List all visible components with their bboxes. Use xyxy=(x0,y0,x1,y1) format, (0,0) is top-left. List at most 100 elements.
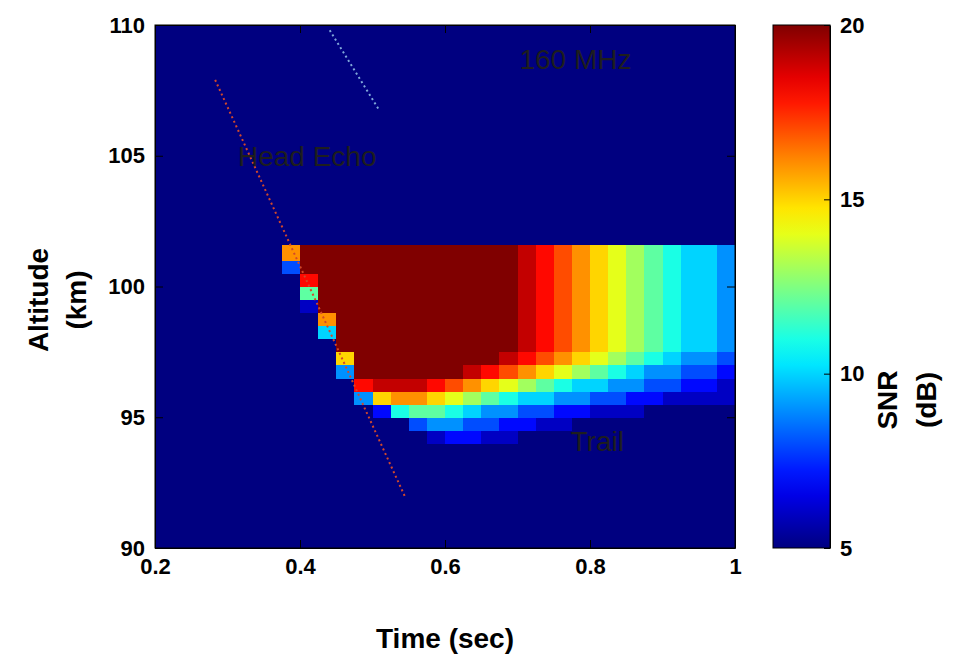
tick-label: 15 xyxy=(840,187,864,212)
heatmap-cell xyxy=(699,430,718,444)
tick-label: 10 xyxy=(840,361,864,386)
heatmap-cell xyxy=(554,470,573,548)
heatmap-cell xyxy=(191,245,210,261)
tick-label: 5 xyxy=(840,536,852,561)
annotation: 160 MHz xyxy=(519,44,631,75)
tick-label: 0.8 xyxy=(575,554,606,579)
tick: 90 xyxy=(121,536,163,561)
y-axis-title: Altitude xyxy=(23,248,54,352)
heatmap-cell xyxy=(626,273,645,287)
heatmap-cell xyxy=(463,287,482,301)
heatmap-cell xyxy=(608,326,627,340)
tick-label: 20 xyxy=(840,13,864,38)
heatmap-cell xyxy=(427,470,446,548)
heatmap-cell xyxy=(554,245,573,261)
heatmap-cell xyxy=(282,430,301,444)
tick-mark xyxy=(155,287,163,288)
heatmap-cell xyxy=(644,404,663,418)
heatmap-cell xyxy=(518,417,537,431)
heatmap-cell xyxy=(626,470,645,548)
heatmap-cell xyxy=(282,300,301,314)
heatmap-cell xyxy=(209,391,228,405)
heatmap-cell xyxy=(699,365,718,379)
heatmap-cell xyxy=(264,287,283,301)
heatmap-cell xyxy=(427,404,446,418)
heatmap-cell xyxy=(246,300,265,314)
heatmap-cell xyxy=(499,300,518,314)
heatmap-cell xyxy=(300,287,319,301)
heatmap-cell xyxy=(336,430,355,444)
heatmap-cell xyxy=(699,326,718,340)
heatmap-cell xyxy=(626,417,645,431)
heatmap-cell xyxy=(463,339,482,353)
heatmap-cell xyxy=(300,417,319,431)
tick xyxy=(727,548,735,549)
heatmap-cell xyxy=(590,339,609,353)
tick-label: 90 xyxy=(121,536,145,561)
heatmap-cell xyxy=(300,352,319,366)
heatmap-cell xyxy=(373,326,392,340)
head-echo-line xyxy=(330,30,379,108)
tick: 20 xyxy=(824,13,864,38)
heatmap-cell xyxy=(209,470,228,548)
heatmap-cell xyxy=(282,417,301,431)
heatmap-cell xyxy=(717,245,735,261)
heatmap-cell xyxy=(717,417,735,431)
heatmap-cell xyxy=(518,300,537,314)
heatmap-cell xyxy=(209,430,228,444)
heatmap-cell xyxy=(499,245,518,261)
heatmap-cell xyxy=(282,313,301,327)
heatmap-cell xyxy=(391,260,410,274)
heatmap-cell xyxy=(427,443,446,470)
tick xyxy=(727,156,735,157)
heatmap-cell xyxy=(427,313,446,327)
heatmap-cell xyxy=(409,417,428,431)
heatmap-cell xyxy=(518,391,537,405)
colorbar-title: (dB) xyxy=(911,372,942,428)
heatmap-cell xyxy=(536,287,555,301)
heatmap-cell xyxy=(536,326,555,340)
heatmap-cell xyxy=(155,313,174,327)
heatmap-cell xyxy=(427,326,446,340)
heatmap-cell xyxy=(717,287,735,301)
heatmap-cell xyxy=(590,352,609,366)
heatmap-cell xyxy=(608,352,627,366)
heatmap-cell xyxy=(318,260,337,274)
heatmap-cell xyxy=(681,391,700,405)
heatmap-cell xyxy=(717,300,735,314)
heatmap-cell xyxy=(228,339,247,353)
heatmap-cell xyxy=(572,365,591,379)
heatmap-cell xyxy=(155,365,174,379)
heatmap-cell xyxy=(518,260,537,274)
heatmap-cell xyxy=(554,378,573,392)
heatmap-cell xyxy=(463,378,482,392)
heatmap-cell xyxy=(445,245,464,261)
heatmap-cell xyxy=(499,430,518,444)
heatmap-cell xyxy=(644,443,663,470)
heatmap-cell xyxy=(626,365,645,379)
heatmap-cell xyxy=(608,300,627,314)
tick-mark xyxy=(155,156,163,157)
heatmap-cell xyxy=(681,260,700,274)
heatmap-cell xyxy=(699,287,718,301)
heatmap-cell xyxy=(481,245,500,261)
heatmap-cell xyxy=(481,391,500,405)
heatmap-cell xyxy=(354,443,373,470)
heatmap-cell xyxy=(391,417,410,431)
heatmap-cell xyxy=(681,365,700,379)
heatmap-cell xyxy=(173,378,192,392)
heatmap-cell xyxy=(536,260,555,274)
heatmap-cell xyxy=(499,25,518,245)
heatmap-cell xyxy=(228,391,247,405)
heatmap-cell xyxy=(191,287,210,301)
heatmap-cell xyxy=(155,378,174,392)
heatmap-cell xyxy=(663,443,682,470)
heatmap-cell xyxy=(373,443,392,470)
heatmap-cell xyxy=(354,404,373,418)
heatmap-cell xyxy=(354,300,373,314)
heatmap-cell xyxy=(155,260,174,274)
heatmap-cell xyxy=(663,245,682,261)
tick-mark xyxy=(727,25,735,26)
tick xyxy=(300,25,301,33)
heatmap-cell xyxy=(354,430,373,444)
